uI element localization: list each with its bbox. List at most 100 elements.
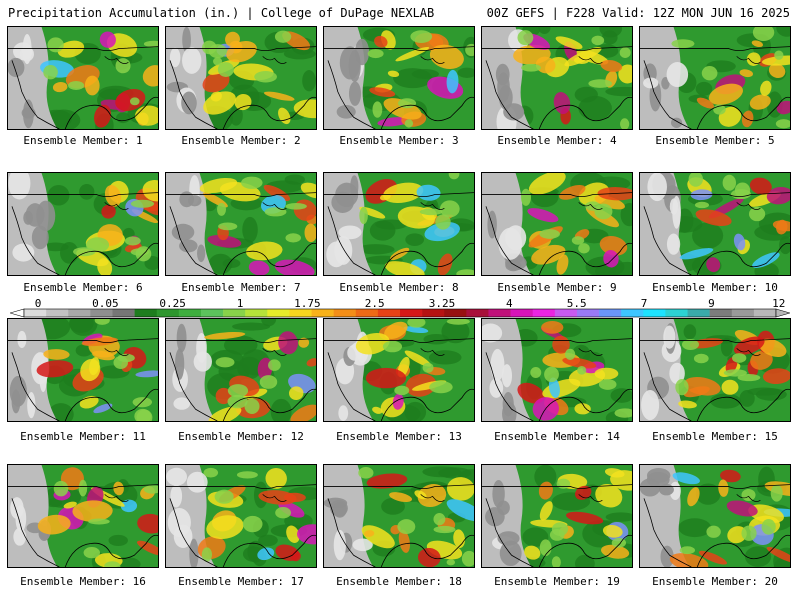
precip-map <box>8 27 158 129</box>
ensemble-member-caption: Ensemble Member: 10 <box>652 281 778 294</box>
ensemble-member-caption: Ensemble Member: 3 <box>339 134 459 147</box>
ensemble-member-caption: Ensemble Member: 5 <box>655 134 775 147</box>
ensemble-map-panel <box>323 464 475 568</box>
ensemble-map-panel <box>7 26 159 130</box>
ensemble-map-panel <box>639 26 791 130</box>
legend-swatch <box>554 309 578 317</box>
legend-swatch <box>68 309 91 317</box>
legend-tick-label: 0.05 <box>92 298 119 310</box>
legend-tick-label: 12 <box>772 298 785 310</box>
ensemble-member-caption: Ensemble Member: 16 <box>20 575 146 588</box>
precip-map <box>166 465 316 567</box>
legend-swatch <box>289 309 312 317</box>
legend-swatch <box>488 309 511 317</box>
precip-map <box>640 27 790 129</box>
ensemble-member-caption: Ensemble Member: 9 <box>497 281 617 294</box>
legend-swatch <box>46 309 69 317</box>
precip-map <box>166 173 316 275</box>
legend-tick-label: 1 <box>237 298 244 310</box>
ensemble-member-caption: Ensemble Member: 12 <box>178 430 304 443</box>
precip-map <box>640 319 790 421</box>
legend-swatch <box>422 309 445 317</box>
legend-swatch <box>400 309 423 317</box>
legend-swatch <box>267 309 290 317</box>
ensemble-map-panel <box>165 464 317 568</box>
ensemble-member-caption: Ensemble Member: 20 <box>652 575 778 588</box>
legend-tick-label: 2.5 <box>365 298 385 310</box>
ensemble-member-caption: Ensemble Member: 15 <box>652 430 778 443</box>
legend-swatch <box>112 309 135 317</box>
ensemble-map-panel <box>481 464 633 568</box>
precip-map <box>8 173 158 275</box>
ensemble-member-caption: Ensemble Member: 2 <box>181 134 301 147</box>
legend-tick-label: 3.25 <box>429 298 456 310</box>
legend-swatch <box>200 309 224 317</box>
legend-swatch <box>90 309 113 317</box>
legend-swatch <box>24 309 47 317</box>
ensemble-map-panel <box>481 26 633 130</box>
ensemble-member-caption: Ensemble Member: 11 <box>20 430 146 443</box>
ensemble-map-panel <box>481 172 633 276</box>
legend-swatch <box>709 309 733 317</box>
ensemble-member-caption: Ensemble Member: 1 <box>23 134 143 147</box>
ensemble-member-caption: Ensemble Member: 14 <box>494 430 620 443</box>
legend-tick-label: 0 <box>35 298 42 310</box>
ensemble-member-caption: Ensemble Member: 18 <box>336 575 462 588</box>
ensemble-map-panel <box>323 318 475 422</box>
legend-swatch <box>643 309 666 317</box>
legend-swatch <box>466 309 489 317</box>
ensemble-member-caption: Ensemble Member: 4 <box>497 134 617 147</box>
legend-swatch <box>245 309 268 317</box>
color-legend: 0 0.05 0.25 1 1.75 2.5 3.25 4 5.5 7 9 12 <box>10 298 790 322</box>
legend-swatch <box>333 309 357 317</box>
ensemble-map-panel <box>7 172 159 276</box>
page-title: Precipitation Accumulation (in.) | Colle… <box>8 6 435 20</box>
legend-tick-label: 1.75 <box>294 298 321 310</box>
ensemble-map-panel <box>639 464 791 568</box>
ensemble-map-panel <box>323 26 475 130</box>
legend-swatch <box>355 309 379 317</box>
ensemble-map-panel <box>639 172 791 276</box>
precip-map <box>482 465 632 567</box>
ensemble-map-panel <box>165 318 317 422</box>
legend-tick-label: 0.25 <box>159 298 186 310</box>
ensemble-map-panel <box>639 318 791 422</box>
precip-map <box>166 319 316 421</box>
precip-map <box>482 319 632 421</box>
precip-map <box>324 319 474 421</box>
legend-tick-label: 9 <box>708 298 715 310</box>
ensemble-member-caption: Ensemble Member: 13 <box>336 430 462 443</box>
run-valid-time: 00Z GEFS | F228 Valid: 12Z MON JUN 16 20… <box>486 6 790 20</box>
ensemble-member-caption: Ensemble Member: 7 <box>181 281 301 294</box>
legend-swatch <box>687 309 710 317</box>
legend-swatch <box>532 309 556 317</box>
legend-tick-label: 5.5 <box>567 298 587 310</box>
legend-tick-label: 7 <box>641 298 648 310</box>
precip-map <box>8 465 158 567</box>
ensemble-map-panel <box>7 318 159 422</box>
ensemble-member-caption: Ensemble Member: 6 <box>23 281 143 294</box>
precip-map <box>324 173 474 275</box>
legend-swatch <box>731 309 755 317</box>
legend-swatch <box>377 309 401 317</box>
ensemble-map-panel <box>323 172 475 276</box>
ensemble-map-panel <box>165 172 317 276</box>
legend-swatch <box>134 309 158 317</box>
precip-map <box>640 465 790 567</box>
precip-map <box>166 27 316 129</box>
legend-tick-label: 4 <box>506 298 513 310</box>
legend-swatch <box>753 309 777 317</box>
legend-swatch <box>311 309 334 317</box>
precip-map <box>482 27 632 129</box>
legend-swatch <box>510 309 534 317</box>
legend-swatch <box>621 309 644 317</box>
ensemble-map-panel <box>481 318 633 422</box>
ensemble-member-caption: Ensemble Member: 8 <box>339 281 459 294</box>
legend-swatch <box>599 309 622 317</box>
legend-swatch <box>665 309 688 317</box>
ensemble-member-caption: Ensemble Member: 17 <box>178 575 304 588</box>
ensemble-member-caption: Ensemble Member: 19 <box>494 575 620 588</box>
legend-swatch <box>223 309 246 317</box>
ensemble-map-panel <box>165 26 317 130</box>
precip-map <box>324 27 474 129</box>
